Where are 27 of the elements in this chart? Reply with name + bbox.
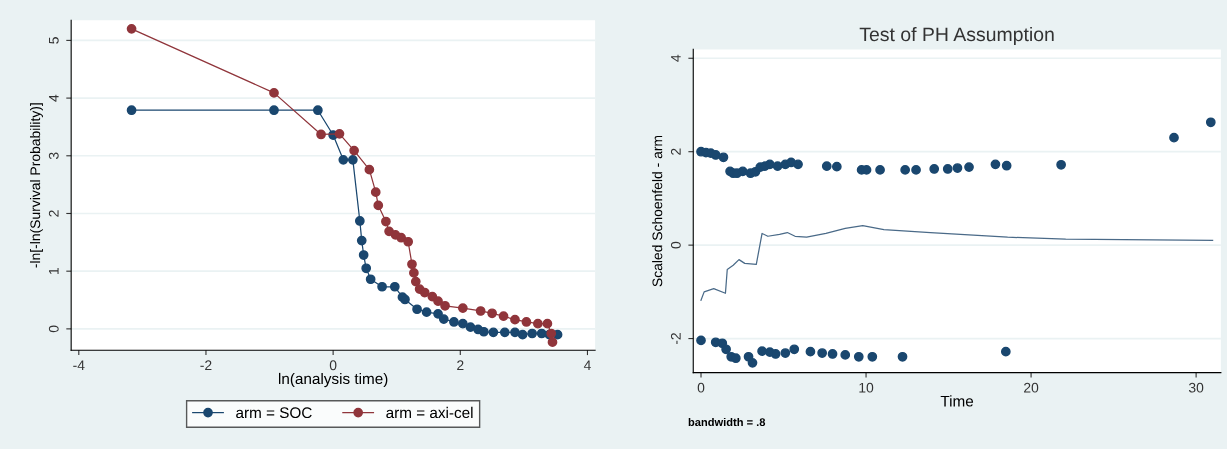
y-tick-label: 5 <box>49 37 59 44</box>
x-axis-title: ln(analysis time) <box>278 372 388 388</box>
y-tick-label: 0 <box>670 241 681 249</box>
x-tick-label: 4 <box>583 360 591 371</box>
y-axis-title: -ln[-ln(Survival Probability)] <box>29 103 43 268</box>
y-tick-label: -2 <box>670 333 681 345</box>
y-tick-label: 3 <box>48 152 59 160</box>
x-tick-label: 20 <box>1024 382 1039 393</box>
x-tick-label: 2 <box>457 360 464 371</box>
x-tick-label: -2 <box>200 360 212 371</box>
y-tick-label: 1 <box>49 267 59 274</box>
text: bandwidth = .8 <box>688 417 766 427</box>
legend-label: arm = SOC <box>236 407 312 419</box>
y-tick-label: 0 <box>48 325 59 333</box>
y-tick-label: 4 <box>49 94 59 102</box>
x-tick-label: 10 <box>859 382 874 393</box>
y-tick-label: 2 <box>48 210 59 217</box>
x-tick-label: -4 <box>73 360 85 371</box>
x-axis-title: Time <box>940 395 974 407</box>
x-tick-label: 30 <box>1188 382 1204 393</box>
y-axis-title: Scaled Schoenfeld - arm <box>652 135 663 287</box>
y-tick-label: 2 <box>670 148 681 155</box>
chart-title: Test of PH Assumption <box>859 26 1054 46</box>
y-tick-label: 4 <box>671 54 681 62</box>
x-tick-label: 0 <box>697 382 705 393</box>
legend-label: arm = axi-cel <box>386 406 473 419</box>
x-tick-label: 0 <box>329 360 337 371</box>
